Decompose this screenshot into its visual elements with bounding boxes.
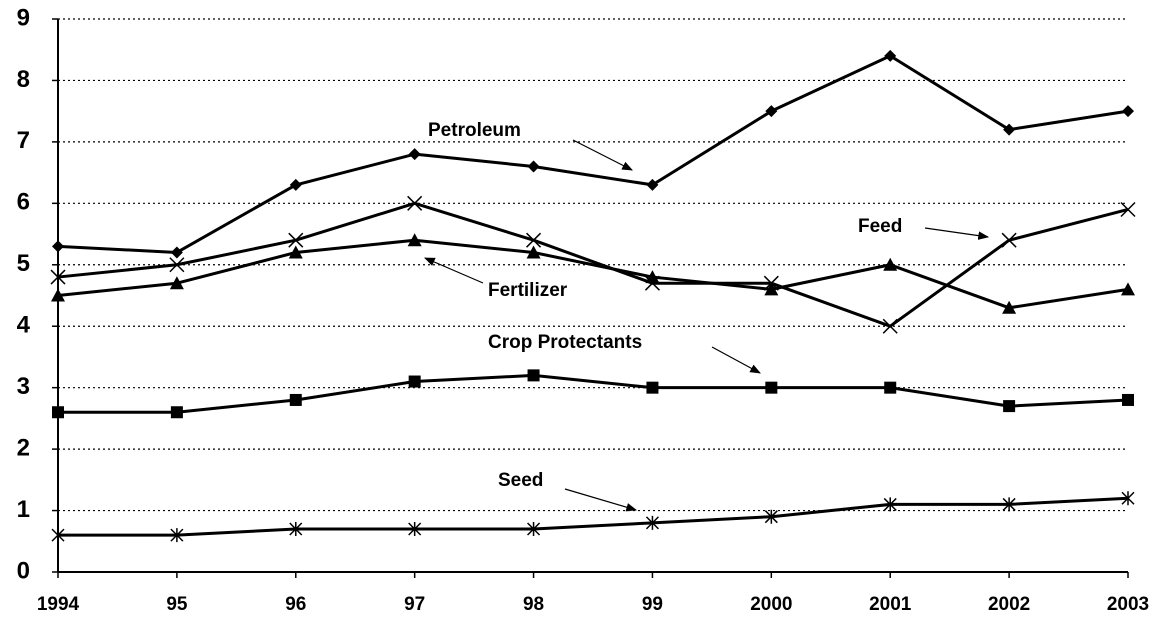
data-point — [527, 369, 540, 382]
data-point — [289, 178, 302, 191]
annotation-arrow — [924, 227, 990, 240]
x-tick-label: 97 — [404, 594, 425, 615]
y-tick-label: 8 — [17, 66, 30, 93]
data-point — [1120, 201, 1136, 218]
data-point — [882, 318, 898, 334]
data-point — [1122, 393, 1134, 406]
series-label: Fertilizer — [488, 280, 568, 301]
y-tick-label: 9 — [17, 4, 30, 31]
data-point — [526, 245, 541, 259]
series-label: Petroleum — [428, 120, 521, 141]
data-point — [288, 232, 304, 248]
data-point — [645, 270, 660, 284]
data-point — [765, 105, 778, 118]
data-point — [169, 276, 184, 290]
data-point — [1002, 300, 1017, 314]
data-point — [408, 521, 422, 536]
data-point — [1002, 497, 1016, 512]
y-tick-label: 2 — [17, 434, 30, 461]
data-point — [1121, 282, 1135, 296]
series-line — [58, 496, 1129, 537]
data-point — [170, 528, 184, 543]
y-tick-label: 6 — [17, 189, 30, 216]
annotation-arrow — [711, 346, 761, 374]
x-tick-label: 2000 — [750, 594, 792, 615]
data-point — [765, 381, 778, 394]
data-point — [289, 521, 303, 536]
data-point — [50, 269, 66, 285]
y-tick-label: 0 — [17, 557, 30, 584]
x-tick-label: 99 — [642, 594, 663, 615]
data-point — [527, 521, 541, 536]
data-point — [407, 233, 422, 247]
data-point — [764, 282, 779, 296]
series-label: Feed — [858, 216, 902, 237]
data-point — [52, 240, 64, 253]
data-point — [51, 528, 65, 543]
data-point — [408, 375, 421, 388]
data-point — [884, 381, 897, 394]
data-point — [1003, 400, 1016, 413]
data-point — [1001, 232, 1017, 248]
x-tick-label: 2003 — [1107, 594, 1149, 615]
data-point — [288, 245, 303, 259]
x-tick-label: 95 — [166, 594, 188, 615]
data-point — [883, 497, 897, 512]
data-point — [52, 406, 64, 419]
y-tick-label: 3 — [17, 373, 30, 400]
x-tick-label: 96 — [285, 594, 306, 615]
data-point — [169, 257, 185, 273]
annotation-arrow — [572, 139, 633, 171]
data-point — [1122, 105, 1134, 118]
data-point — [408, 148, 421, 161]
series-line — [57, 238, 1129, 310]
series-line — [57, 54, 1129, 254]
y-tick-label: 1 — [17, 496, 30, 523]
data-point — [170, 406, 183, 419]
series-label: Seed — [498, 470, 543, 491]
data-point — [407, 195, 423, 211]
series-line — [58, 373, 1129, 414]
y-tick-label: 7 — [17, 127, 30, 154]
x-tick-label: 2001 — [869, 594, 912, 615]
data-point — [526, 232, 542, 248]
data-point — [646, 381, 659, 394]
y-tick-label: 5 — [17, 250, 30, 277]
data-point — [527, 160, 540, 173]
data-point — [764, 509, 778, 524]
data-point — [646, 178, 659, 191]
x-tick-label: 98 — [523, 594, 544, 615]
series-label: Crop Protectants — [488, 332, 642, 353]
series-line — [57, 201, 1129, 328]
data-point — [883, 257, 898, 271]
data-point — [170, 246, 183, 259]
annotation-arrow — [564, 488, 638, 512]
y-tick-label: 4 — [17, 312, 31, 339]
annotation-arrow — [424, 257, 484, 284]
data-point — [1003, 123, 1016, 136]
data-point — [1121, 491, 1135, 506]
data-point — [289, 393, 302, 406]
data-point — [645, 515, 659, 530]
x-tick-label: 1994 — [37, 594, 80, 615]
x-tick-label: 2002 — [988, 594, 1030, 615]
data-point — [51, 288, 65, 302]
data-point — [884, 49, 897, 62]
